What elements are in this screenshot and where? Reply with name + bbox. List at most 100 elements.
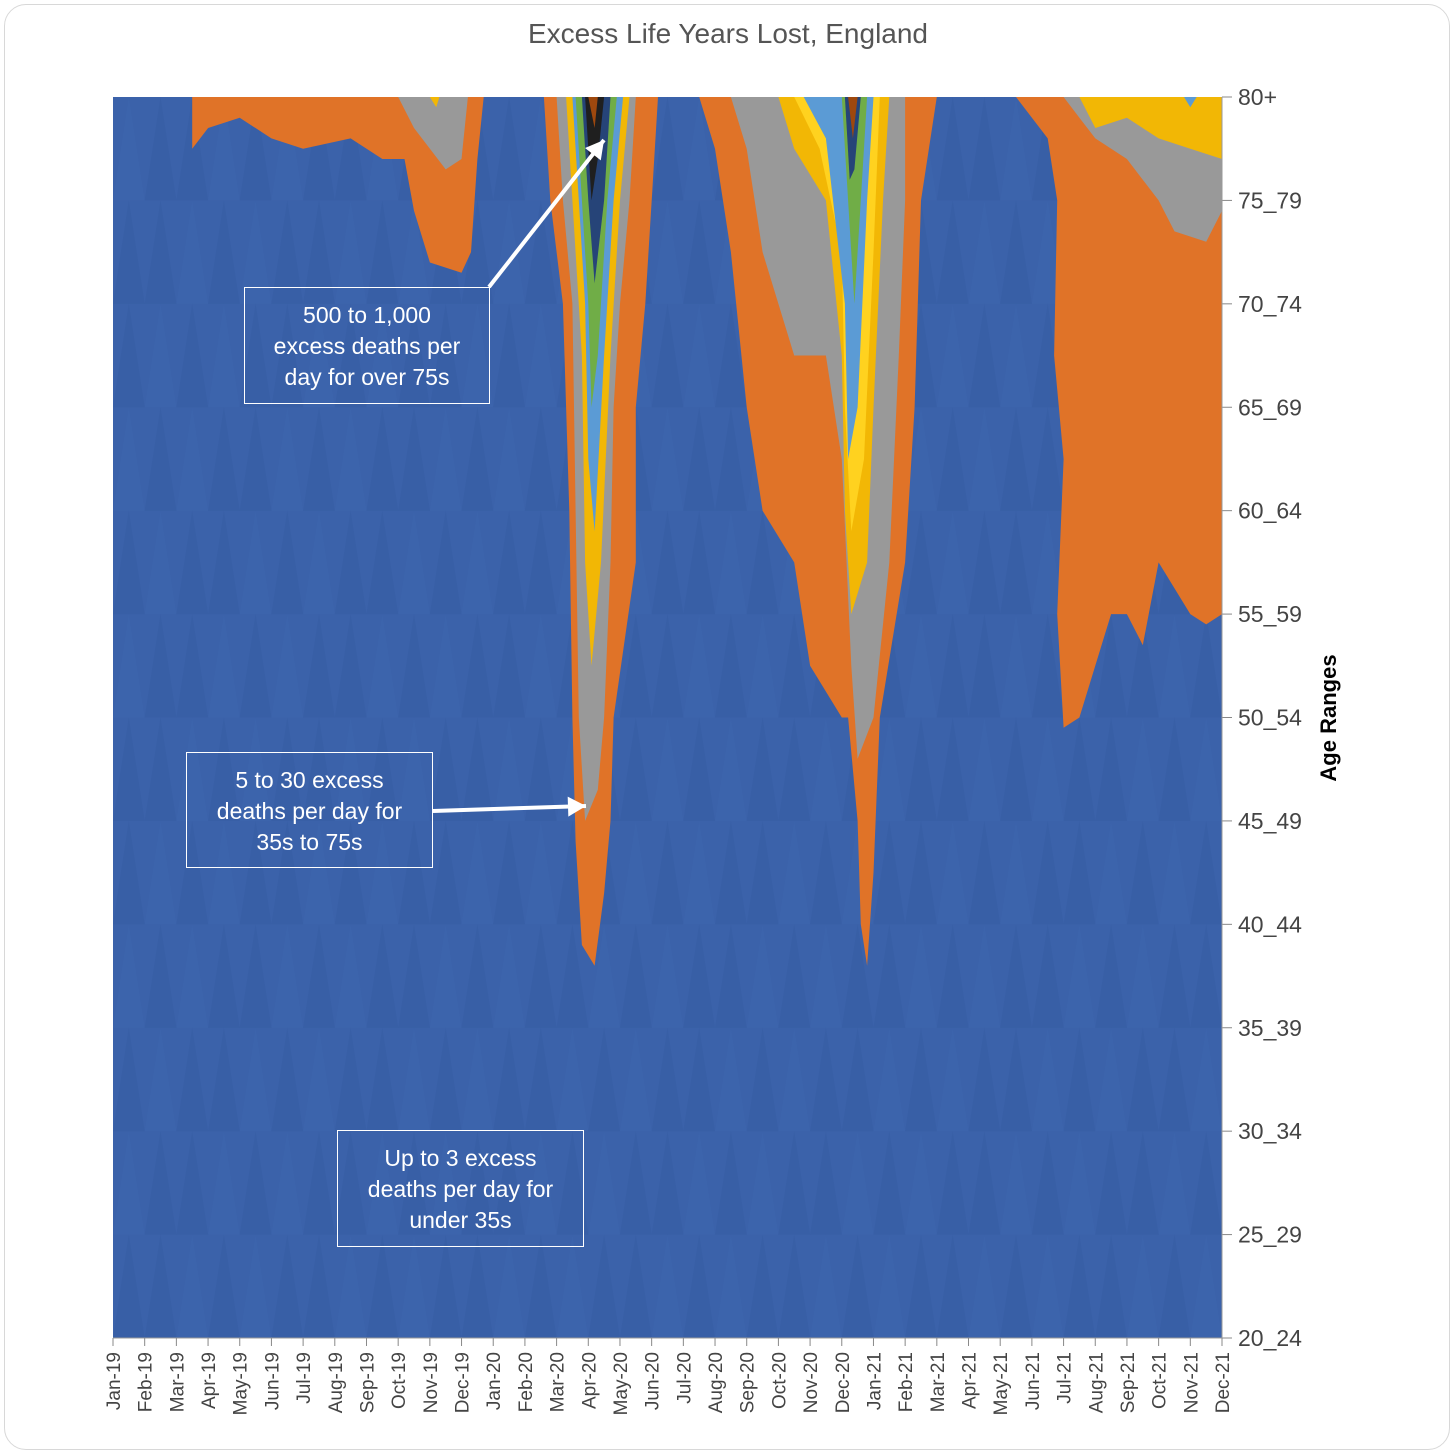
heatmap-cell xyxy=(968,1027,1001,1132)
heatmap-cell xyxy=(176,407,209,511)
heatmap-cell xyxy=(683,303,715,408)
heatmap-cell xyxy=(429,924,462,1028)
chart-title: Excess Life Years Lost, England xyxy=(527,18,929,49)
heatmap-cell xyxy=(936,1027,969,1132)
heatmap-cell xyxy=(398,717,430,821)
heatmap-cell xyxy=(113,97,145,201)
heatmap-cell xyxy=(461,303,494,408)
y-tick-label: 45_49 xyxy=(1238,808,1302,834)
heatmap-cell xyxy=(683,407,715,511)
heatmap-cell xyxy=(778,924,811,1028)
heatmap-cell xyxy=(1126,1234,1159,1338)
heatmap-cell xyxy=(334,407,367,511)
heatmap-cell xyxy=(271,1027,304,1132)
heatmap-cell xyxy=(461,200,494,304)
heatmap-cell xyxy=(429,303,462,408)
heatmap-cell xyxy=(810,1234,842,1338)
heatmap-cell xyxy=(1031,924,1064,1028)
heatmap-cell xyxy=(113,820,145,925)
heatmap-cell xyxy=(303,820,335,925)
heatmap-cell xyxy=(810,717,842,821)
heatmap-cell xyxy=(398,924,430,1028)
heatmap-cell xyxy=(366,303,399,408)
heatmap-cell xyxy=(208,200,240,304)
annotation-arrow xyxy=(487,138,606,289)
y-tick-label: 40_44 xyxy=(1238,911,1302,937)
annotation-line: Up to 3 excess xyxy=(384,1145,537,1171)
x-tick-label: Oct-19 xyxy=(389,1352,410,1409)
heatmap-cell xyxy=(271,614,304,718)
heatmap-cell xyxy=(208,614,240,718)
x-tick-label: Nov-19 xyxy=(421,1352,442,1413)
heatmap-cell xyxy=(1158,1234,1191,1338)
heatmap-cell xyxy=(968,407,1001,511)
heatmap-cell xyxy=(715,820,747,925)
heatmap-cell xyxy=(556,1131,589,1235)
heatmap-cell xyxy=(1000,510,1032,615)
heatmap-cell xyxy=(968,614,1001,718)
heatmap-cell xyxy=(683,717,715,821)
heatmap-cell xyxy=(1190,717,1222,821)
annotation-line: 500 to 1,000 xyxy=(303,302,431,328)
heatmap-cell xyxy=(1095,614,1127,718)
heatmap-cell xyxy=(461,407,494,511)
heatmap-cell xyxy=(936,407,969,511)
heatmap-cell xyxy=(1126,717,1159,821)
heatmap-cell xyxy=(683,1131,715,1235)
heatmap-cell xyxy=(461,510,494,615)
heatmap-cell xyxy=(429,1131,462,1235)
heatmap-cell xyxy=(1031,303,1064,408)
heatmap-cell xyxy=(746,614,779,718)
heatmap-cell xyxy=(1095,924,1127,1028)
heatmap-cell xyxy=(493,820,525,925)
heatmap-band xyxy=(382,97,468,170)
heatmap-cell xyxy=(271,1234,304,1338)
annotation-arrowhead xyxy=(567,796,586,817)
x-tick-label: May-21 xyxy=(991,1352,1012,1415)
heatmap-cell xyxy=(715,407,747,511)
heatmap-cell xyxy=(746,924,779,1028)
heatmap-cell xyxy=(461,924,494,1028)
heatmap-cell xyxy=(778,1234,811,1338)
heatmap-cell xyxy=(1031,1234,1064,1338)
x-tick-label: Mar-21 xyxy=(928,1352,949,1412)
heatmap-cell xyxy=(429,510,462,615)
heatmap-cell xyxy=(936,200,969,304)
heatmap-cell xyxy=(1190,1027,1222,1132)
heatmap-cell xyxy=(651,407,684,511)
heatmap-cell xyxy=(113,200,145,304)
heatmap-cell xyxy=(176,1234,209,1338)
heatmap-cell xyxy=(1031,717,1064,821)
heatmap-cell xyxy=(524,614,557,718)
y-tick-label: 80+ xyxy=(1238,84,1277,110)
heatmap-cell xyxy=(651,1027,684,1132)
heatmap-cell xyxy=(1063,1131,1096,1235)
heatmap-cell xyxy=(239,1234,272,1338)
heatmap-cell xyxy=(493,924,525,1028)
heatmap-cell xyxy=(1158,1027,1191,1132)
annotation-under-35s: Up to 3 excess deaths per day for under … xyxy=(337,1130,584,1247)
heatmap-cell xyxy=(968,510,1001,615)
heatmap-cell xyxy=(144,820,177,925)
heatmap-cell xyxy=(113,303,145,408)
heatmap-cell xyxy=(1000,303,1032,408)
heatmap-cell xyxy=(1158,1131,1191,1235)
x-tick-label: Sep-19 xyxy=(358,1352,379,1413)
heatmap-cell xyxy=(968,200,1001,304)
heatmap-cell xyxy=(113,407,145,511)
heatmap-cell xyxy=(303,924,335,1028)
heatmap-cell xyxy=(620,1234,652,1338)
x-tick-label: Nov-21 xyxy=(1181,1352,1202,1413)
heatmap-cell xyxy=(461,1027,494,1132)
heatmap-cell xyxy=(1031,820,1064,925)
heatmap-cell xyxy=(398,200,430,304)
heatmap-cell xyxy=(588,1027,620,1132)
heatmap-cell xyxy=(1095,1027,1127,1132)
heatmap-cell xyxy=(841,1234,874,1338)
heatmap-cell xyxy=(841,1027,874,1132)
heatmap-cell xyxy=(461,717,494,821)
heatmap-cell xyxy=(905,717,937,821)
annotation-arrow xyxy=(432,804,587,813)
x-tick-label: Dec-19 xyxy=(453,1352,474,1413)
